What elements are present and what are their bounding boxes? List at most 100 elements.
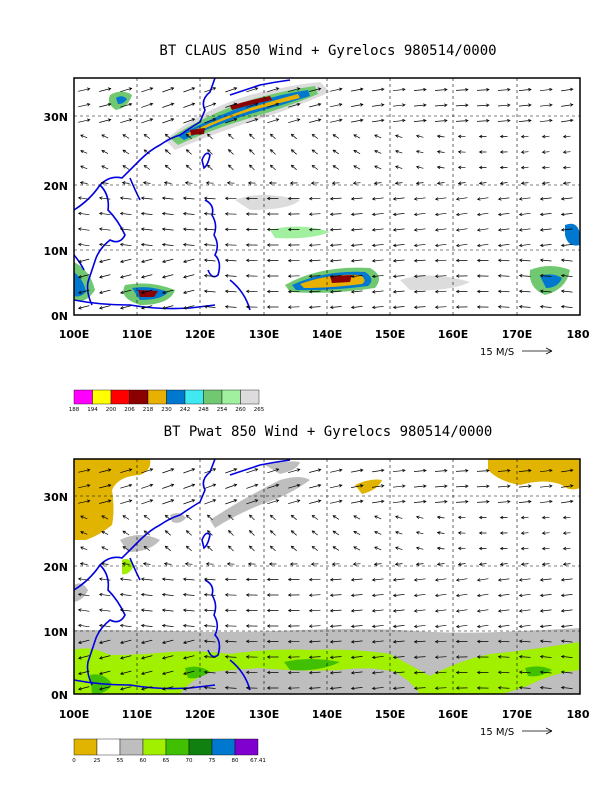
top-wind-arrow [371, 197, 384, 201]
bottom-wind-arrow [162, 499, 175, 505]
top-wind-arrow [561, 103, 574, 107]
top-wind-arrow [351, 103, 364, 107]
top-wind-arrow [372, 87, 385, 92]
top-wind-arrow [77, 289, 90, 294]
top-wind-arrow [308, 305, 321, 309]
top-wind-arrow [374, 134, 382, 139]
bottom-wind-arrow [182, 655, 195, 660]
bottom-wind-arrow [287, 624, 300, 628]
bottom-wind-arrow [518, 578, 531, 582]
bottom-wind-arrow [287, 608, 300, 613]
top-wind-arrow [392, 290, 405, 294]
bottom-lon-label: 130E [249, 708, 279, 721]
bottom-wind-arrow [539, 468, 553, 473]
bottom-wind-arrow [224, 639, 237, 644]
bottom-wind-arrow [520, 515, 529, 520]
bottom-wind-arrow [560, 624, 573, 629]
top-wind-arrow [121, 181, 130, 185]
top-wind-arrow [374, 149, 382, 154]
bottom-map [73, 458, 581, 695]
bottom-wind-arrow [476, 578, 489, 582]
top-wind-arrow [560, 258, 573, 262]
bottom-wind-arrow [311, 530, 319, 536]
bottom-wind-arrow [497, 499, 511, 504]
top-wind-arrow [224, 289, 237, 294]
top-wind-arrow [541, 165, 550, 170]
top-wind-arrow [392, 259, 405, 263]
top-colorbar-label: 188 [69, 407, 80, 413]
bottom-wind-arrow [245, 608, 258, 613]
top-wind-arrow [226, 181, 235, 185]
bottom-wind-arrow [351, 484, 364, 488]
top-wind-arrow [203, 258, 216, 262]
bottom-colorbar-swatch [234, 738, 259, 756]
top-wind-arrow [79, 181, 88, 185]
top-wind-arrow [162, 102, 175, 108]
top-wind-arrow [332, 134, 340, 139]
top-wind-arrow [267, 118, 280, 124]
top-wind-arrow [309, 118, 322, 123]
bottom-wind-arrow [308, 640, 321, 644]
top-wind-arrow [77, 211, 90, 216]
bottom-wind-arrow [560, 593, 573, 598]
bottom-wind-arrow [266, 686, 279, 690]
bottom-wind-arrow [434, 670, 447, 675]
top-wind-arrow [308, 243, 321, 247]
top-wind-arrow [330, 87, 343, 92]
top-wind-arrow [182, 227, 195, 231]
top-wind-arrow [455, 274, 468, 278]
top-wind-arrow [541, 181, 550, 185]
bottom-wind-arrow [371, 624, 384, 629]
bottom-wind-arrow [457, 546, 466, 551]
top-wind-arrow [518, 258, 531, 262]
bottom-wind-arrow [288, 483, 301, 489]
bottom-wind-arrow [392, 499, 406, 504]
top-wind-arrow [99, 102, 112, 108]
bottom-wind-arrow [476, 670, 489, 675]
bottom-wind-arrow [372, 499, 385, 504]
top-wind-arrow [539, 289, 552, 293]
bottom-wind-arrow [161, 592, 174, 597]
top-wind-arrow [203, 304, 216, 309]
bottom-wind-arrow [413, 640, 426, 644]
bottom-wind-arrow [350, 609, 363, 613]
bottom-wind-arrow [541, 546, 550, 551]
top-wind-arrow [541, 134, 550, 139]
bottom-wind-arrow [371, 655, 384, 660]
top-wind-arrow [290, 149, 297, 155]
top-wind-arrow [98, 227, 111, 231]
top-wind-arrow [288, 87, 301, 93]
top-colorbar-swatch [129, 389, 149, 405]
top-grid [74, 78, 580, 315]
top-wind-arrow [161, 242, 174, 247]
top-wind-arrow [204, 102, 217, 108]
top-wind-arrow [143, 133, 151, 139]
bottom-wind-arrow [308, 671, 321, 675]
top-wind-arrow [415, 165, 424, 169]
bottom-wind-arrow [434, 639, 447, 644]
top-wind-arrow [413, 103, 427, 107]
bottom-wind-arrow [415, 515, 424, 519]
bottom-wind-arrow [164, 530, 171, 536]
top-wind-arrow [245, 227, 258, 232]
bottom-wind-arrow [392, 671, 405, 675]
top-wind-arrow [203, 289, 216, 293]
top-wind-arrow [561, 118, 574, 123]
bottom-wind-arrow [413, 624, 426, 629]
bottom-wind-arrow [80, 515, 88, 520]
top-wind-arrow [392, 103, 406, 107]
top-wind-arrow [560, 228, 573, 232]
bottom-wind-arrow [395, 546, 403, 550]
bottom-wind-arrow [497, 686, 510, 690]
top-wind-arrow [227, 148, 234, 155]
bottom-wind-arrow [266, 639, 279, 644]
bottom-lon-labels: 100E 110E 120E 130E 140E 150E 160E 170E … [59, 708, 590, 721]
top-wind-arrow [308, 196, 321, 201]
top-wind-arrow [476, 103, 490, 107]
bottom-wind-arrow [352, 562, 361, 566]
bottom-wind-arrow [78, 499, 91, 504]
bottom-wind-arrow [120, 499, 133, 505]
bottom-wind-arrow [100, 562, 109, 566]
top-wind-arrow [539, 258, 552, 262]
top-wind-arrow [497, 118, 511, 123]
